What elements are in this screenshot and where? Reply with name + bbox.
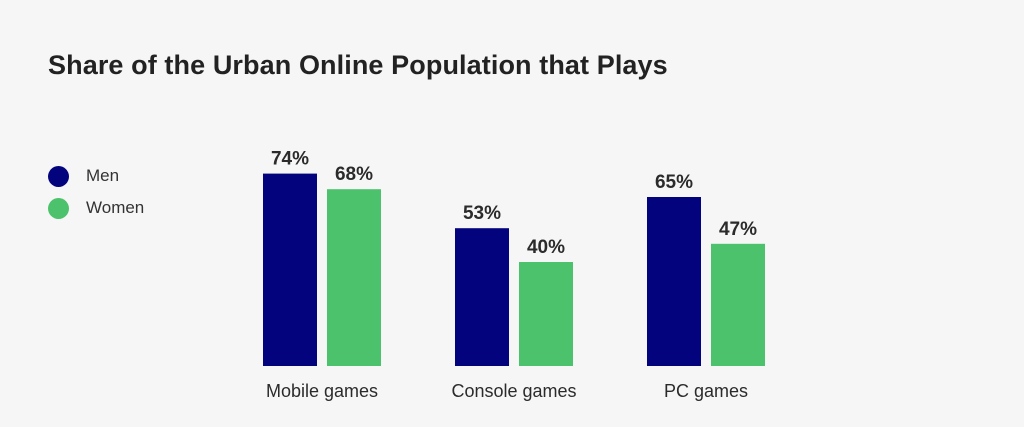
bar-pc-women [711,243,765,366]
legend-label-women: Women [86,198,145,217]
legend-swatch-men [48,165,69,187]
legend: Men Women [48,160,144,224]
value-label-mobile-men: 74% [271,149,309,170]
value-label-console-women: 40% [527,237,565,258]
legend-item-women: Women [48,192,144,224]
legend-label-men: Men [86,166,120,185]
bar-console-women [519,262,573,366]
value-label-mobile-women: 68% [335,164,373,185]
bar-mobile-men [263,173,317,366]
legend-item-men: Men [48,160,144,192]
category-label-mobile: Mobile games [266,381,378,401]
bar-mobile-women [327,189,381,366]
value-label-console-men: 53% [463,203,501,224]
category-label-console: Console games [451,381,576,401]
bar-pc-men [647,197,701,366]
category-label-pc: PC games [664,381,748,401]
chart-title: Share of the Urban Online Population tha… [48,50,668,80]
value-label-pc-men: 65% [655,172,693,193]
legend-swatch-women [48,197,69,219]
bar-console-men [455,228,509,366]
value-label-pc-women: 47% [719,219,757,240]
